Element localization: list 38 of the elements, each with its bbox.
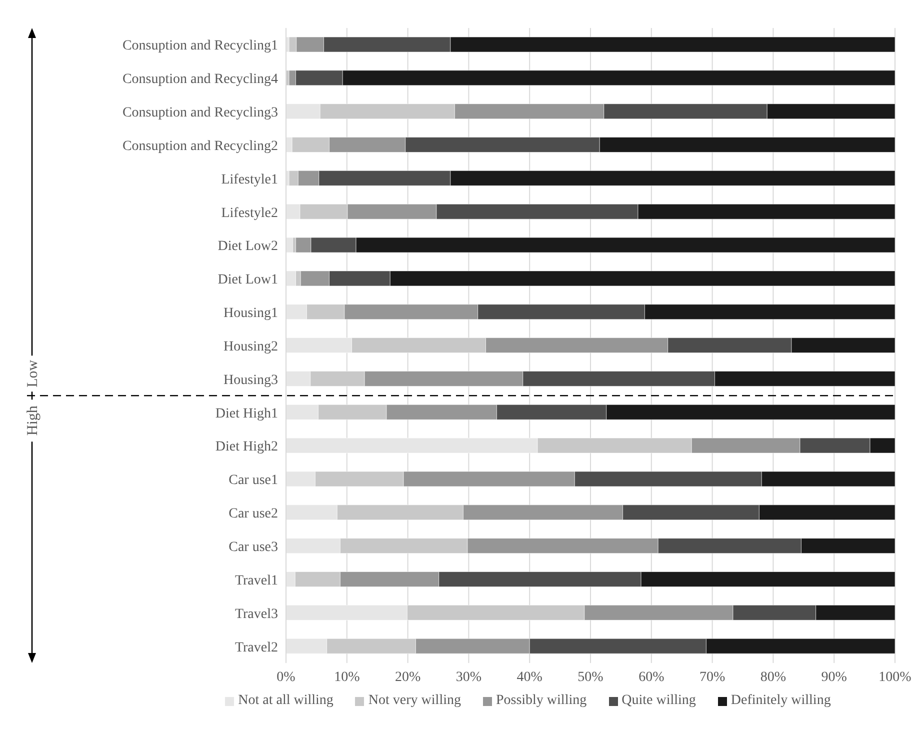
y-tick-label: Travel1 bbox=[234, 573, 278, 588]
y-tick-label: Consuption and Recycling3 bbox=[122, 106, 278, 121]
x-tick-label: 80% bbox=[760, 670, 786, 685]
legend-label: Quite willing bbox=[622, 693, 696, 709]
y-tick-label: Housing2 bbox=[224, 339, 278, 354]
legend-label: Not at all willing bbox=[238, 693, 334, 709]
y-tick-label: Diet Low2 bbox=[218, 239, 278, 254]
x-tick-label: 10% bbox=[334, 670, 360, 685]
y-tick-label: Consuption and Recycling2 bbox=[122, 138, 278, 154]
y-tick-label: Diet High1 bbox=[215, 406, 278, 422]
text: High bbox=[25, 405, 41, 436]
y-tick-label: Travel3 bbox=[234, 606, 278, 622]
x-tick-label: 20% bbox=[394, 670, 421, 685]
bar bbox=[286, 237, 293, 253]
x-tick-label: 40% bbox=[516, 670, 543, 685]
legend-label: Not very willing bbox=[368, 693, 461, 709]
x-tick-label: 30% bbox=[456, 670, 482, 685]
y-tick-label: Travel2 bbox=[234, 640, 278, 656]
x-tick-label: 70% bbox=[699, 670, 726, 685]
legend-label: Definitely willing bbox=[730, 693, 831, 709]
y-tick-label: Lifestyle2 bbox=[221, 206, 278, 221]
y-tick-label: Consuption and Recycling1 bbox=[122, 38, 278, 54]
y-tick-label: Car use3 bbox=[228, 540, 278, 555]
y-tick-label: Housing1 bbox=[224, 306, 278, 322]
legend-label: Possibly willing bbox=[496, 693, 587, 709]
y-tick-label: Consuption and Recycling4 bbox=[122, 72, 278, 88]
y-tick-label: Diet High2 bbox=[215, 440, 278, 455]
x-tick-label: 60% bbox=[638, 670, 665, 685]
text: Low bbox=[25, 360, 41, 388]
y-tick-label: Car use1 bbox=[228, 473, 278, 488]
y-tick-label: Housing3 bbox=[224, 372, 278, 388]
x-tick-label: 90% bbox=[821, 670, 848, 685]
y-tick-label: Lifestyle1 bbox=[221, 172, 278, 188]
x-tick-label: 100% bbox=[878, 670, 912, 685]
y-tick-label: Car use2 bbox=[228, 506, 278, 522]
x-tick-label: 50% bbox=[578, 670, 604, 685]
y-tick-label: Diet Low1 bbox=[218, 272, 278, 288]
x-tick-label: 0% bbox=[276, 670, 296, 685]
